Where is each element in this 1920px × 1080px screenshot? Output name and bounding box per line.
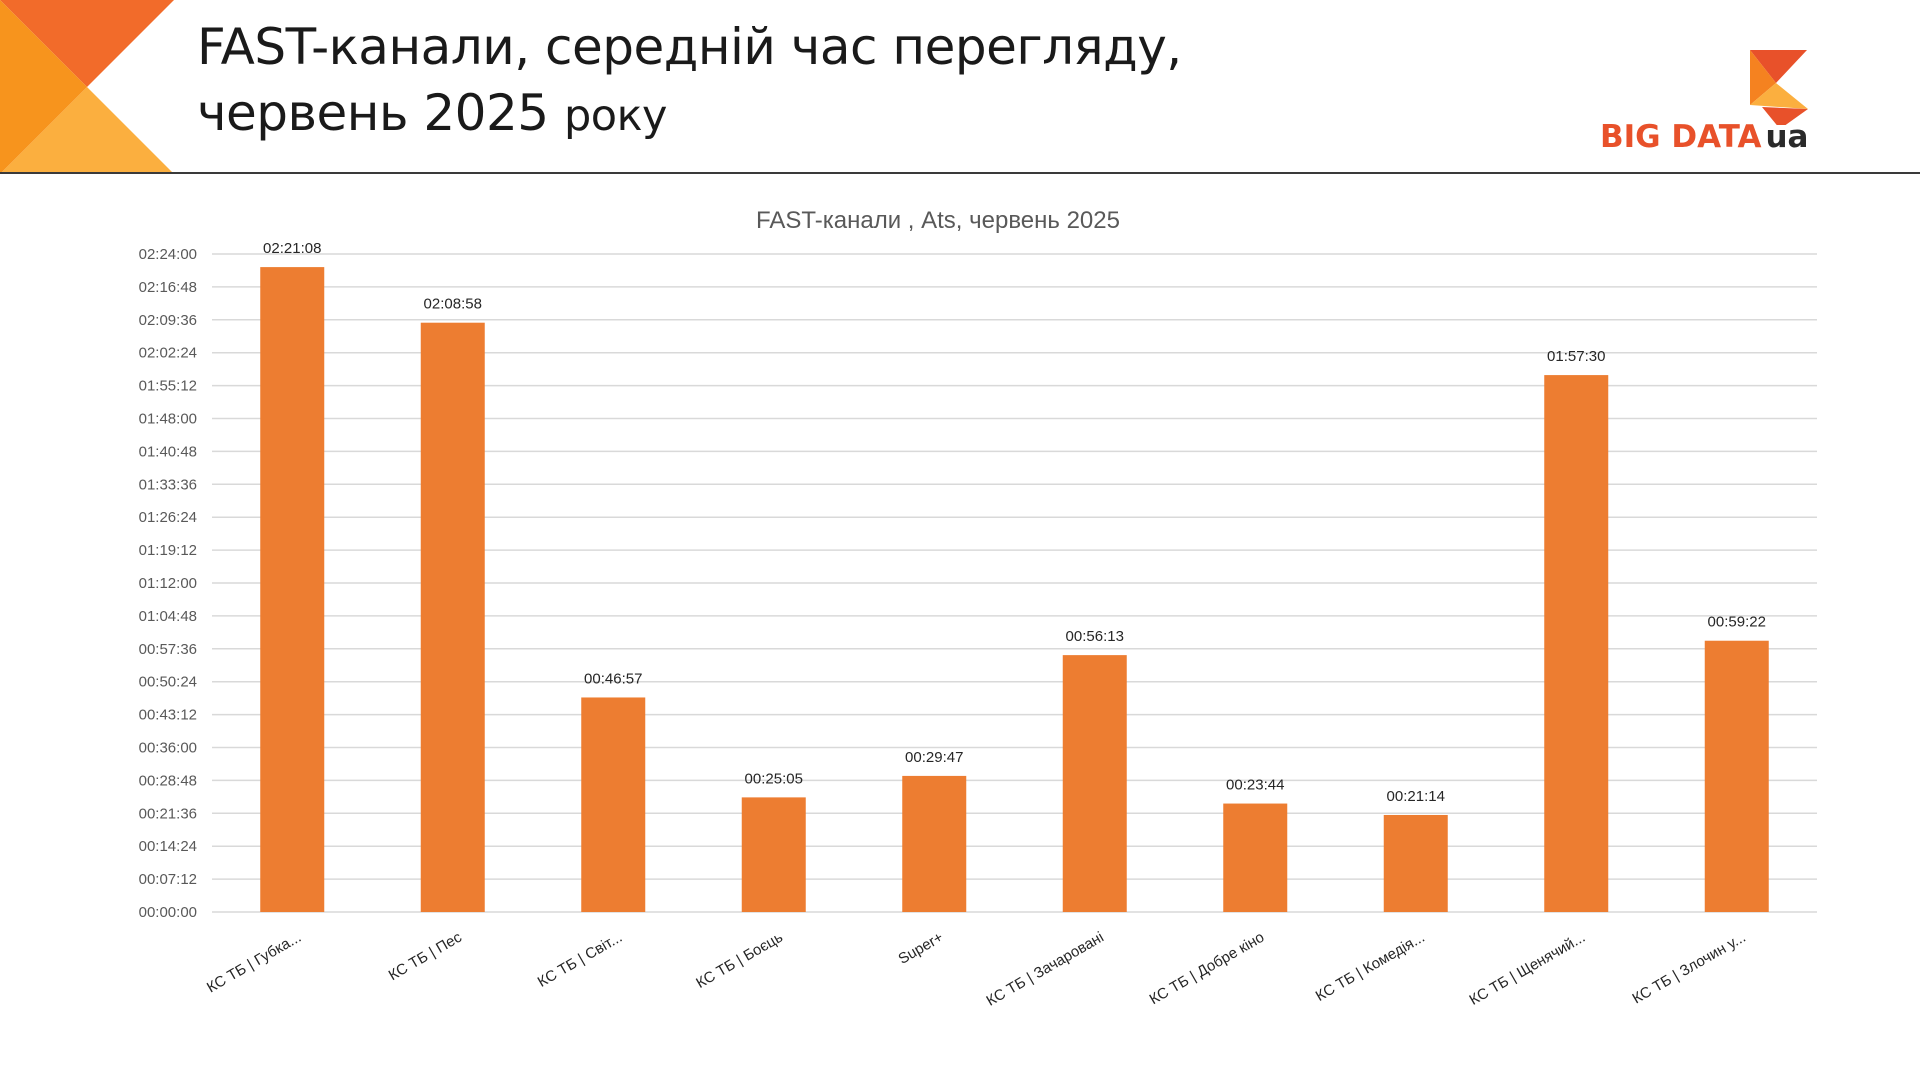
y-tick-label: 00:57:36 [139, 641, 197, 658]
y-tick-label: 02:24:00 [139, 246, 197, 263]
y-tick-label: 02:16:48 [139, 279, 197, 296]
chart-title: FAST-канали , Ats, червень 2025 [756, 207, 1120, 234]
big-data-ua-logo: BIG DATA ua [1600, 45, 1840, 160]
bar-chart: FAST-канали , Ats, червень 2025 00:00:00… [139, 207, 1817, 1010]
data-label: 00:25:05 [745, 770, 803, 787]
data-label: 02:08:58 [424, 296, 482, 313]
y-tick-label: 01:12:00 [139, 575, 197, 592]
category-label: КС ТБ | Боєць [693, 929, 786, 992]
y-tick-label: 01:40:48 [139, 443, 197, 460]
y-tick-label: 02:09:36 [139, 312, 197, 329]
y-tick-label: 00:28:48 [139, 772, 197, 789]
y-tick-label: 00:14:24 [139, 838, 197, 855]
y-tick-label: 01:26:24 [139, 509, 197, 526]
title-line-2-main: червень 2025 [197, 84, 549, 142]
category-label: КС ТБ | Зачаровані [984, 929, 1107, 1010]
y-tick-label: 01:48:00 [139, 411, 197, 428]
y-tick-label: 00:21:36 [139, 805, 197, 822]
category-label: Super+ [895, 929, 946, 968]
data-label: 00:21:14 [1387, 788, 1445, 805]
y-tick-label: 01:33:36 [139, 476, 197, 493]
logo-icon [1750, 50, 1808, 125]
bar [1383, 814, 1448, 912]
bar [1062, 655, 1127, 912]
x-axis-category-labels: КС ТБ | Губка... КС ТБ | Пес КС ТБ | Світ.… [204, 928, 1749, 1009]
category-label: КС ТБ | Світ... [535, 929, 625, 991]
data-label: 00:46:57 [584, 670, 642, 687]
category-label: КС ТБ | Комедія... [1313, 929, 1428, 1005]
data-label: 01:57:30 [1547, 348, 1605, 365]
category-label: КС ТБ | Добре кіно [1147, 929, 1268, 1008]
bars [260, 267, 1769, 912]
page-title: FAST-канали, середній час перегляду, чер… [197, 14, 1182, 149]
y-tick-label: 00:50:24 [139, 674, 197, 691]
logo-text: BIG DATA ua [1600, 119, 1808, 155]
bar [1223, 803, 1288, 912]
y-tick-label: 02:02:24 [139, 345, 197, 362]
title-line-2-small: року [563, 91, 668, 141]
title-line-2: червень 2025 року [197, 80, 1182, 149]
data-label: 00:56:13 [1066, 628, 1124, 645]
data-label: 00:59:22 [1708, 614, 1766, 631]
category-label: КС ТБ | Пес [386, 928, 465, 984]
y-tick-label: 01:19:12 [139, 542, 197, 559]
category-label: КС ТБ | Губка... [204, 929, 304, 997]
y-axis-tick-labels: 00:00:00 00:07:12 00:14:24 00:21:36 00:28:48… [139, 246, 197, 921]
category-label: КС ТБ | Щенячий... [1467, 929, 1589, 1009]
data-label: 00:29:47 [905, 749, 963, 766]
bar [260, 267, 325, 912]
logo-text-main: BIG DATA [1600, 119, 1762, 155]
bar [581, 697, 646, 912]
bar [902, 775, 967, 912]
bar [1544, 375, 1609, 912]
data-label: 02:21:08 [263, 240, 321, 257]
corner-decoration [0, 0, 174, 174]
category-label: КС ТБ | Злочин у... [1629, 929, 1748, 1008]
y-tick-label: 00:36:00 [139, 740, 197, 757]
y-tick-label: 01:55:12 [139, 378, 197, 395]
data-labels: 02:21:08 02:08:58 00:46:57 00:25:05 00:29:47… [263, 240, 1766, 805]
y-tick-label: 00:00:00 [139, 904, 197, 921]
corner-triangle-dark [0, 0, 174, 87]
bar [420, 322, 485, 912]
logo-text-suffix: ua [1765, 119, 1809, 155]
header-divider [0, 172, 1920, 174]
y-tick-label: 00:07:12 [139, 871, 197, 888]
bar [741, 797, 806, 912]
corner-triangle-mid [0, 0, 87, 174]
corner-triangle-light [0, 87, 174, 174]
y-tick-label: 00:43:12 [139, 707, 197, 724]
data-label: 00:23:44 [1226, 777, 1284, 794]
y-tick-label: 01:04:48 [139, 608, 197, 625]
bar [1704, 640, 1769, 912]
title-line-1: FAST-канали, середній час перегляду, [197, 18, 1182, 76]
